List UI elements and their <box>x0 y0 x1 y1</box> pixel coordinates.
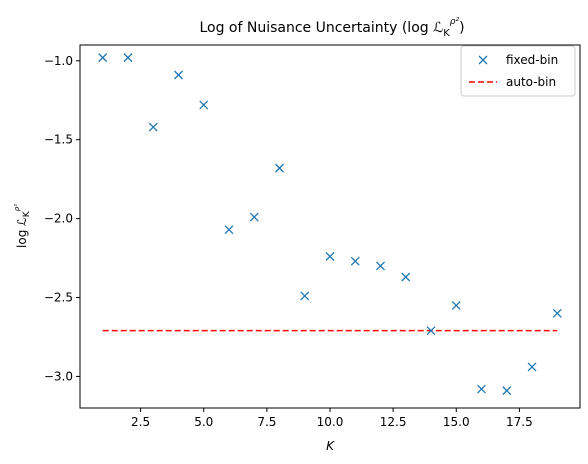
fixed-bin-point <box>426 326 436 336</box>
fixed-bin-point <box>199 100 209 110</box>
axis-ticks: 2.5 5.0 7.5 10.0 12.5 15.0 17.5 −1.0 −1.5 −2.0 −2.… <box>44 54 533 429</box>
y-axis-label: log ℒKρ² <box>13 204 32 248</box>
legend-label-fixed-bin: fixed-bin <box>506 53 558 67</box>
fixed-bin-point <box>477 384 486 394</box>
fixed-bin-point <box>552 308 562 318</box>
y-tick-label: −2.0 <box>44 212 73 226</box>
y-tick-label: −3.0 <box>44 369 73 383</box>
x-tick-label: 15.0 <box>443 415 470 429</box>
fixed-bin-point <box>527 362 537 372</box>
fixed-bin-point <box>98 53 108 63</box>
fixed-bin-point <box>401 272 411 282</box>
chart-title: Log of Nuisance Uncertainty (log ℒKρ²) <box>199 17 464 39</box>
y-tick-label: −2.5 <box>44 291 73 305</box>
fixed-bin-point <box>275 163 284 173</box>
fixed-bin-point <box>325 252 335 261</box>
data-marks <box>98 53 562 396</box>
x-tick-label: 17.5 <box>506 415 533 429</box>
x-tick-label: 7.5 <box>257 415 276 429</box>
x-axis-label: K <box>326 439 335 453</box>
y-tick-label: −1.5 <box>44 133 73 147</box>
fixed-bin-point <box>451 300 461 310</box>
x-tick-label: 12.5 <box>380 415 407 429</box>
fixed-bin-point <box>249 212 259 222</box>
x-tick-label: 5.0 <box>194 415 213 429</box>
legend-marker-fixed-bin <box>478 55 488 65</box>
fixed-bin-point <box>300 291 310 301</box>
fixed-bin-point <box>502 386 512 396</box>
legend-box <box>460 45 576 97</box>
fixed-bin-point <box>224 225 234 235</box>
x-tick-label: 2.5 <box>131 415 150 429</box>
legend-label-auto-bin: auto-bin <box>506 75 556 89</box>
fixed-bin-point <box>174 70 183 80</box>
fixed-bin-point <box>376 261 385 271</box>
legend: fixed-bin auto-bin <box>460 45 576 97</box>
fixed-bin-point <box>350 256 360 266</box>
y-tick-label: −1.0 <box>44 54 73 68</box>
fixed-bin-point <box>148 122 158 132</box>
fixed-bin-point <box>123 53 133 63</box>
x-tick-label: 10.0 <box>317 415 344 429</box>
